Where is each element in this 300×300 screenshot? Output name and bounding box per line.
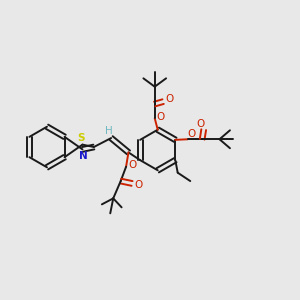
- Text: O: O: [187, 129, 196, 139]
- Text: O: O: [156, 112, 164, 122]
- Text: O: O: [128, 160, 137, 170]
- Text: N: N: [79, 151, 88, 161]
- Text: O: O: [134, 180, 142, 190]
- Text: O: O: [165, 94, 173, 104]
- Text: S: S: [77, 133, 85, 143]
- Text: H: H: [105, 127, 112, 136]
- Text: O: O: [196, 119, 205, 129]
